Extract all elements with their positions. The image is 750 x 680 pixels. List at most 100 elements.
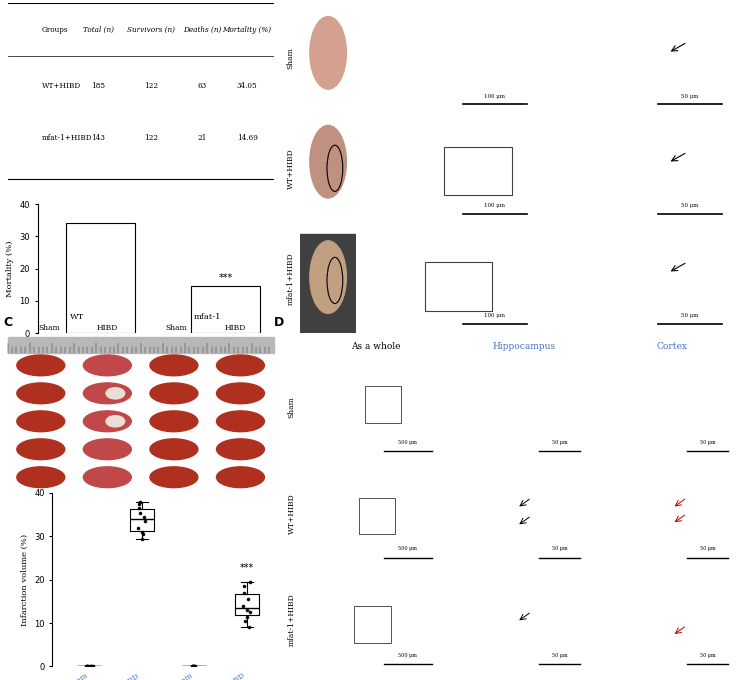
Bar — [354, 607, 391, 643]
Text: 50 μm: 50 μm — [681, 313, 698, 318]
Point — [137, 529, 149, 540]
Point — [238, 588, 250, 598]
Text: 63: 63 — [197, 82, 206, 90]
Text: 14.69: 14.69 — [237, 134, 257, 142]
Ellipse shape — [83, 439, 131, 460]
Y-axis label: Infarction volume (%): Infarction volume (%) — [21, 534, 28, 626]
Point — [188, 661, 200, 672]
Text: 100 μm: 100 μm — [484, 313, 505, 318]
Point — [134, 503, 146, 513]
Text: As a whole: As a whole — [352, 342, 401, 352]
Ellipse shape — [106, 388, 124, 399]
Point — [188, 661, 200, 672]
Point — [81, 661, 93, 672]
Text: HIBD: HIBD — [97, 324, 118, 332]
Point — [136, 533, 148, 544]
Text: mfat-1: mfat-1 — [194, 313, 221, 321]
Text: 50 μm: 50 μm — [700, 440, 715, 445]
Ellipse shape — [16, 439, 64, 460]
Point — [86, 661, 98, 672]
Ellipse shape — [217, 355, 265, 376]
Point — [243, 622, 255, 633]
Text: 50 μm: 50 μm — [551, 653, 567, 658]
Point — [132, 522, 144, 533]
Text: mfat-1+HIBD: mfat-1+HIBD — [286, 252, 295, 305]
Ellipse shape — [310, 16, 347, 89]
Text: 50 μm: 50 μm — [700, 653, 715, 658]
Bar — [364, 386, 401, 423]
Ellipse shape — [106, 415, 124, 427]
Text: Sham: Sham — [38, 324, 60, 332]
Text: WT: WT — [70, 313, 84, 321]
Text: 50 μm: 50 μm — [700, 546, 715, 551]
Ellipse shape — [83, 383, 131, 404]
Ellipse shape — [150, 439, 198, 460]
Text: D: D — [274, 316, 284, 329]
Point — [241, 611, 253, 622]
Point — [85, 661, 97, 672]
Text: mfat-1+HIBD: mfat-1+HIBD — [288, 594, 296, 646]
Text: Groups: Groups — [42, 26, 68, 33]
Ellipse shape — [217, 411, 265, 432]
Text: 122: 122 — [144, 134, 158, 142]
Text: 143: 143 — [91, 134, 105, 142]
Point — [242, 605, 254, 615]
Text: Cortex: Cortex — [657, 342, 688, 352]
Text: 34.05: 34.05 — [237, 82, 257, 90]
Text: 50 μm: 50 μm — [551, 440, 567, 445]
Text: 185: 185 — [91, 82, 105, 90]
Text: 21: 21 — [197, 134, 206, 142]
Text: Hippocampus: Hippocampus — [493, 342, 556, 352]
Point — [86, 661, 98, 672]
Text: WT+HIBD: WT+HIBD — [286, 148, 295, 188]
Text: Sham: Sham — [286, 48, 295, 69]
Text: 50 μm: 50 μm — [681, 203, 698, 209]
Bar — [8, 337, 274, 353]
Point — [244, 577, 256, 588]
Text: Total (n): Total (n) — [82, 26, 113, 33]
Point — [134, 498, 146, 509]
Point — [238, 581, 250, 592]
Point — [140, 515, 152, 526]
Text: Mortality (%): Mortality (%) — [223, 26, 272, 33]
Ellipse shape — [217, 467, 265, 488]
Text: 122: 122 — [144, 82, 158, 90]
Ellipse shape — [217, 439, 265, 460]
Point — [189, 661, 201, 672]
Point — [238, 600, 250, 611]
Ellipse shape — [83, 467, 131, 488]
Point — [188, 661, 200, 672]
Point — [84, 661, 96, 672]
Ellipse shape — [16, 411, 64, 432]
Text: 100 μm: 100 μm — [484, 94, 505, 99]
Ellipse shape — [16, 383, 64, 404]
Point — [242, 594, 254, 605]
Ellipse shape — [83, 411, 131, 432]
Text: 100 μm: 100 μm — [484, 203, 505, 209]
Ellipse shape — [16, 355, 64, 376]
Ellipse shape — [310, 125, 347, 198]
Point — [138, 511, 150, 522]
Ellipse shape — [83, 355, 131, 376]
Point — [82, 661, 94, 672]
Point — [244, 607, 256, 617]
Text: Sham: Sham — [288, 396, 296, 418]
Bar — [300, 234, 356, 333]
Point — [187, 661, 199, 672]
Text: 500 μm: 500 μm — [398, 546, 417, 551]
Ellipse shape — [150, 355, 198, 376]
Point — [136, 526, 148, 537]
Text: 50 μm: 50 μm — [681, 94, 698, 99]
Ellipse shape — [16, 467, 64, 488]
Point — [185, 661, 197, 672]
Text: HIBD: HIBD — [224, 324, 246, 332]
Bar — [66, 223, 135, 333]
Text: 500 μm: 500 μm — [398, 653, 417, 658]
Point — [134, 496, 146, 507]
Text: mfat-1+HIBD: mfat-1+HIBD — [42, 134, 92, 142]
Point — [81, 661, 93, 672]
Text: ***: *** — [219, 273, 233, 283]
Text: WT+HIBD: WT+HIBD — [288, 493, 296, 534]
Ellipse shape — [150, 411, 198, 432]
Bar — [424, 262, 493, 311]
